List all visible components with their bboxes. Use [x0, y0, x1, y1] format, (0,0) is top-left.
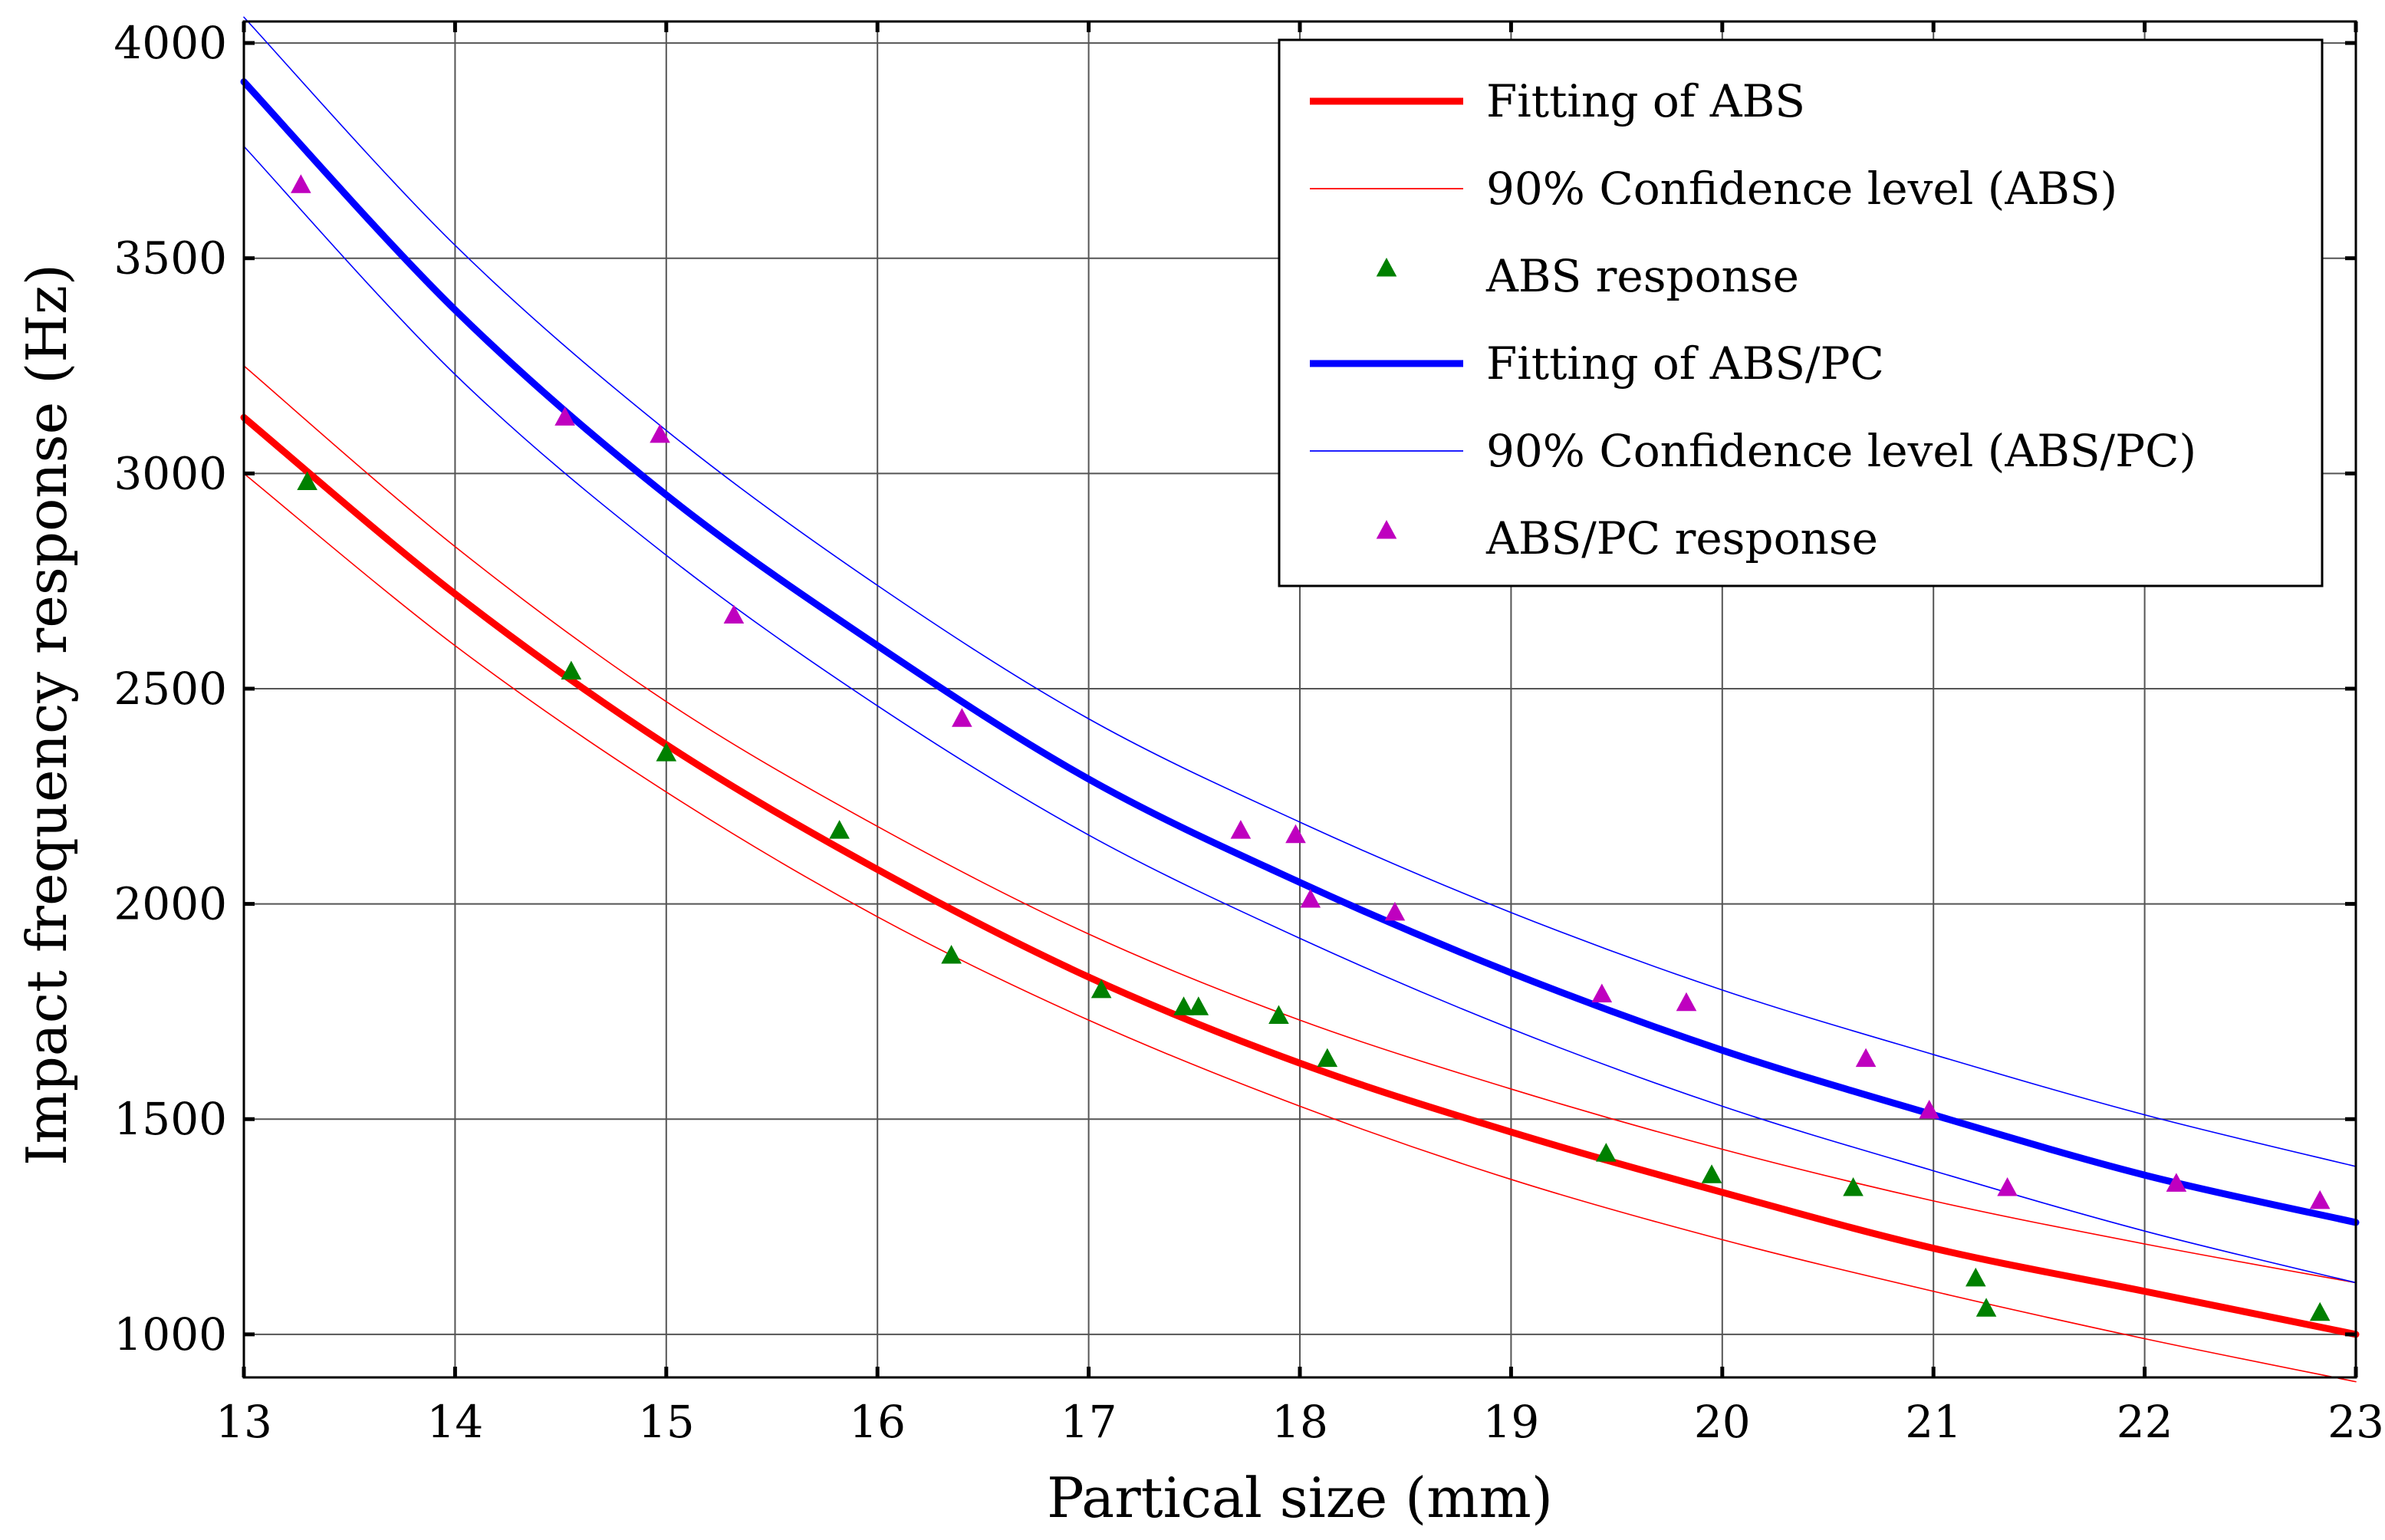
- data-point-3-15: [2309, 1301, 2331, 1321]
- y-tick-label: 3500: [113, 232, 227, 285]
- legend-box: [1278, 38, 2324, 587]
- data-point-3-3: [829, 820, 850, 839]
- data-point-7-7: [1300, 888, 1321, 908]
- data-point-7-8: [1384, 901, 1406, 921]
- x-tick-label: 18: [1271, 1396, 1328, 1448]
- legend-label-5: ABS/PC response: [1485, 512, 1878, 564]
- y-tick-label: 4000: [113, 17, 227, 69]
- data-point-7-6: [1285, 824, 1306, 844]
- legend: Fitting of ABS 90% Confidence level (ABS)…: [1278, 38, 2324, 587]
- x-tick-label: 17: [1061, 1396, 1117, 1448]
- data-point-3-5: [1091, 979, 1112, 999]
- x-tick-label: 13: [215, 1396, 272, 1448]
- legend-marker-2: [1376, 258, 1397, 277]
- data-point-7-0: [291, 174, 311, 193]
- y-axis-title: Impact frequency response (Hz): [15, 264, 79, 1166]
- legend-label-2: ABS response: [1485, 250, 1799, 302]
- data-point-7-3: [723, 604, 745, 624]
- series-line-6: [243, 145, 2357, 1284]
- x-tick-label: 20: [1694, 1396, 1751, 1448]
- data-point-3-0: [297, 471, 317, 491]
- legend-marker-5: [1376, 520, 1397, 539]
- data-point-7-2: [650, 423, 670, 443]
- x-axis-title: Partical size (mm): [1047, 1466, 1553, 1530]
- x-tick-label: 21: [1905, 1396, 1962, 1448]
- data-point-7-15: [2309, 1190, 2331, 1209]
- y-tick-label: 3000: [113, 447, 227, 499]
- series-line-1: [243, 365, 2357, 1284]
- data-points: [291, 174, 2331, 1321]
- data-point-3-6: [1173, 996, 1194, 1015]
- data-point-7-5: [1230, 820, 1252, 839]
- y-tick-label: 2500: [113, 663, 227, 715]
- y-tick-label: 2000: [113, 878, 227, 930]
- data-point-3-11: [1701, 1164, 1722, 1183]
- data-point-3-4: [941, 944, 962, 964]
- data-point-7-4: [952, 708, 972, 727]
- data-point-3-1: [561, 660, 582, 680]
- y-tick-label: 1500: [113, 1093, 227, 1145]
- data-point-3-7: [1188, 996, 1209, 1015]
- plot-series: [240, 16, 2360, 1383]
- x-tick-label: 15: [638, 1396, 695, 1448]
- data-point-7-1: [554, 406, 575, 426]
- data-point-3-10: [1596, 1143, 1617, 1162]
- x-tick-labels: 13 14 15 16 17 18 19 20 21 22 23: [215, 21, 2384, 1448]
- series-line-2: [243, 472, 2357, 1383]
- x-tick-label: 14: [426, 1396, 483, 1448]
- x-tick-label: 19: [1482, 1396, 1539, 1448]
- data-point-7-10: [1676, 992, 1697, 1012]
- legend-items: Fitting of ABS 90% Confidence level (ABS)…: [1310, 75, 2196, 564]
- data-point-3-2: [656, 742, 677, 762]
- x-tick-label: 22: [2117, 1396, 2173, 1448]
- data-point-3-14: [1975, 1298, 1997, 1317]
- y-tick-label: 1000: [113, 1308, 227, 1361]
- x-tick-label: 23: [2327, 1396, 2384, 1448]
- data-point-7-12: [1919, 1100, 1939, 1119]
- legend-label-3: Fitting of ABS/PC: [1486, 337, 1884, 390]
- x-tick-label: 16: [849, 1396, 906, 1448]
- data-point-3-12: [1843, 1177, 1864, 1196]
- legend-label-4: 90% Confidence level (ABS/PC): [1486, 425, 2196, 477]
- data-point-3-9: [1317, 1048, 1338, 1068]
- data-point-3-13: [1965, 1267, 1986, 1287]
- data-point-3-8: [1268, 1005, 1289, 1025]
- data-point-7-9: [1591, 983, 1613, 1002]
- series-line-5: [243, 16, 2357, 1167]
- data-point-7-11: [1855, 1048, 1877, 1068]
- legend-label-1: 90% Confidence level (ABS): [1486, 163, 2117, 215]
- series-line-0: [240, 413, 2360, 1338]
- y-tick-labels: 1000 1500 2000 2500 3000 3500 4000: [113, 17, 2356, 1361]
- series-line-4: [240, 78, 2360, 1226]
- data-point-7-13: [1997, 1177, 2018, 1196]
- data-point-7-14: [2166, 1173, 2187, 1192]
- legend-label-0: Fitting of ABS: [1486, 75, 1805, 127]
